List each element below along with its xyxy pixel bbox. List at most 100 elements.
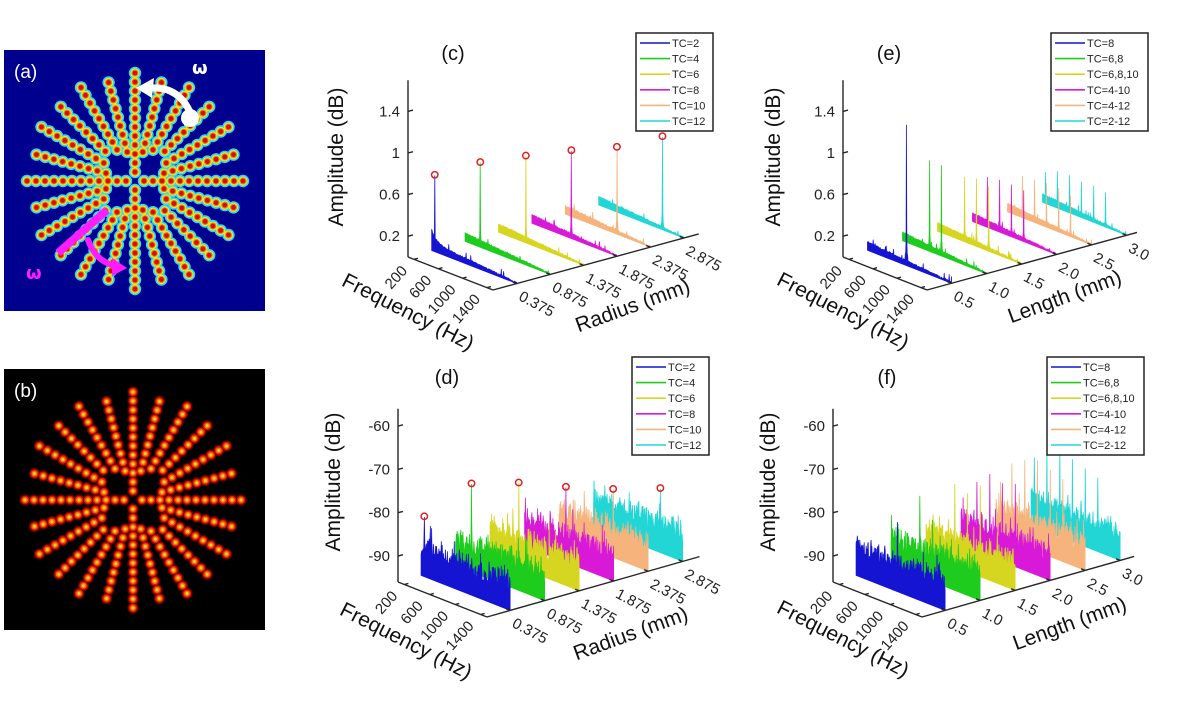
bead xyxy=(102,506,106,510)
bead xyxy=(158,498,162,502)
bead xyxy=(176,420,180,424)
bead xyxy=(94,188,100,194)
bead xyxy=(78,85,84,90)
y-tick xyxy=(545,272,551,276)
bead xyxy=(203,498,207,502)
bead xyxy=(94,168,100,174)
y-tick-label: 0.5 xyxy=(944,615,970,640)
x-axis xyxy=(832,581,923,618)
bead xyxy=(168,214,174,220)
bead xyxy=(107,408,111,412)
y-tick xyxy=(512,281,517,285)
legend-entry: TC=6,8,10 xyxy=(1083,393,1135,405)
bead xyxy=(114,209,120,215)
bead xyxy=(86,166,91,172)
z-tick-label: -60 xyxy=(368,418,390,435)
bead xyxy=(187,233,193,239)
bead xyxy=(83,129,89,135)
z-tick-label: -90 xyxy=(803,548,825,565)
bead xyxy=(142,216,148,222)
legend-entry: TC=4-10 xyxy=(1087,85,1130,97)
bead xyxy=(92,476,96,479)
bead xyxy=(187,147,193,152)
x-tick xyxy=(848,257,854,261)
bead xyxy=(132,88,138,94)
bead xyxy=(95,436,99,440)
x-tick xyxy=(404,582,409,586)
bead xyxy=(100,443,103,447)
bead xyxy=(159,178,165,184)
bead xyxy=(131,588,135,592)
bead xyxy=(186,467,190,470)
peak-marker xyxy=(658,132,667,141)
x-tick xyxy=(915,612,920,616)
bead xyxy=(179,151,185,157)
bead xyxy=(90,136,95,142)
bead xyxy=(77,123,83,129)
y-tick xyxy=(579,263,584,266)
z-tick xyxy=(832,554,839,557)
series-TC=6,8 xyxy=(890,495,981,601)
bead xyxy=(85,205,91,211)
y-axis xyxy=(486,555,700,618)
series-TC=6,8 xyxy=(902,160,987,275)
bead xyxy=(110,139,115,145)
bead xyxy=(51,178,57,184)
bead xyxy=(54,133,60,139)
bead xyxy=(76,513,80,517)
y-tick xyxy=(678,559,683,563)
bead xyxy=(132,196,138,202)
bead xyxy=(162,148,168,154)
bead xyxy=(146,553,150,557)
z-tick xyxy=(832,467,839,471)
bead xyxy=(78,272,84,277)
legend[interactable]: TC=8 TC=6,8 TC=6,8,10 TC=4-10 TC=4-12 TC=2-12 xyxy=(1050,32,1149,132)
bead xyxy=(89,456,93,460)
legend-entry: TC=6 xyxy=(672,69,699,81)
bead xyxy=(76,483,80,487)
legend-entry: TC=10 xyxy=(672,100,705,112)
bead xyxy=(41,474,45,478)
bead xyxy=(77,163,83,169)
bead xyxy=(101,160,107,166)
bead xyxy=(59,498,63,502)
panel-label: (e) xyxy=(877,43,901,65)
bead xyxy=(108,88,114,94)
legend[interactable]: TC=2 TC=4 TC=6 TC=8 TC=10 TC=12 xyxy=(635,32,714,132)
y-tick xyxy=(1115,558,1121,562)
bead xyxy=(162,480,166,484)
bead xyxy=(172,428,175,432)
bead xyxy=(181,227,187,233)
bead xyxy=(93,201,99,206)
z-tick xyxy=(397,424,404,427)
bead xyxy=(131,570,135,574)
bead xyxy=(173,540,177,544)
bead xyxy=(131,561,135,565)
bead xyxy=(186,483,190,487)
bead xyxy=(123,527,127,531)
x-tick xyxy=(429,592,434,596)
bead xyxy=(113,467,117,471)
bead xyxy=(124,149,130,155)
bead xyxy=(60,159,65,165)
bead xyxy=(121,460,125,464)
bead xyxy=(157,400,161,403)
bead xyxy=(96,241,102,246)
legend[interactable]: TC=8 TC=6,8 TC=6,8,10 TC=4-10 TC=4-12 TC=2-12 xyxy=(1046,356,1145,456)
bead xyxy=(123,178,129,184)
bead xyxy=(63,566,67,570)
z-tick-label: 1.4 xyxy=(379,103,400,120)
bead xyxy=(159,131,165,137)
bead xyxy=(93,156,99,161)
bead xyxy=(113,529,117,533)
legend-entry: TC=2-12 xyxy=(1087,116,1130,128)
bead xyxy=(155,217,160,223)
bead xyxy=(186,272,192,277)
bead xyxy=(172,568,175,572)
bead xyxy=(53,543,57,547)
bead xyxy=(148,434,152,438)
legend[interactable]: TC=2 TC=4 TC=6 TC=8 TC=10 TC=12 xyxy=(631,356,710,456)
bead xyxy=(226,124,231,130)
bead xyxy=(163,160,169,166)
